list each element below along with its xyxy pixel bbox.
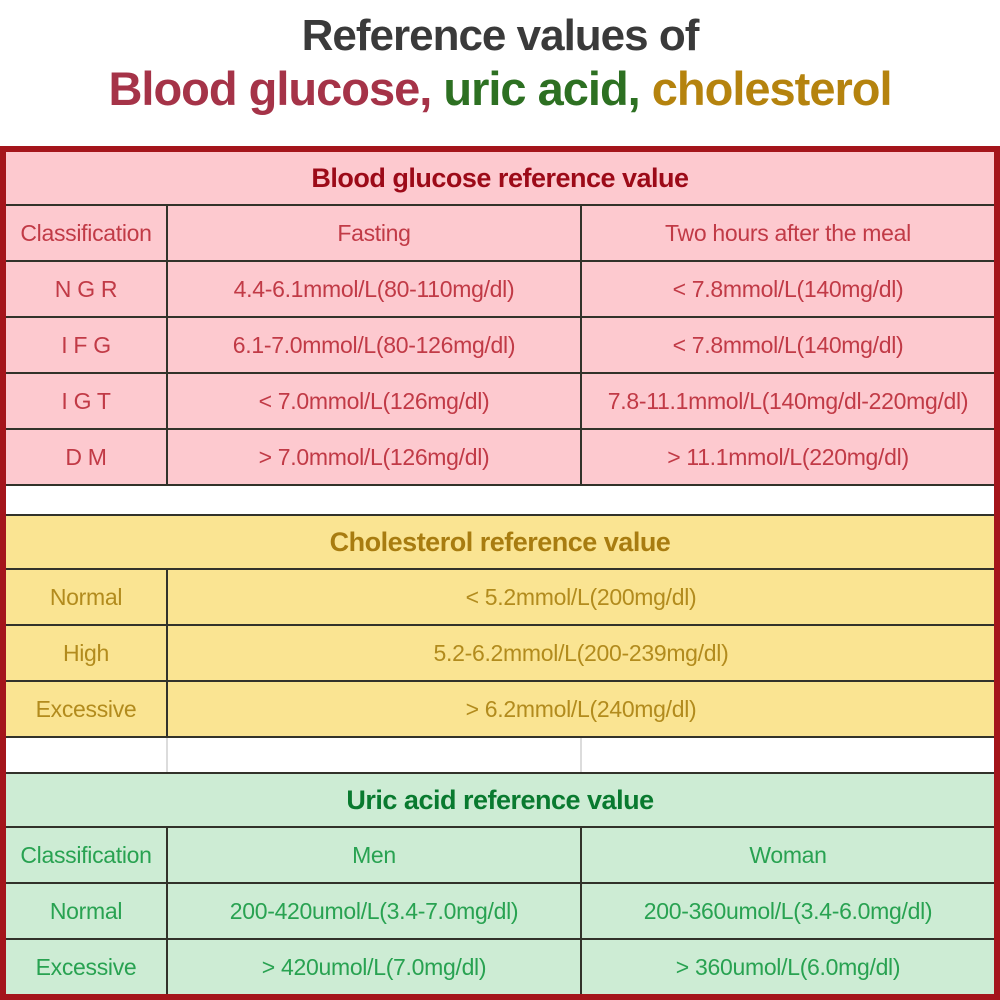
cell-chol-high-value: 5.2-6.2mmol/L(200-239mg/dl) <box>166 626 994 682</box>
subtitle-blood-glucose: Blood glucose, <box>108 62 432 116</box>
cell-uric-excessive-men: > 420umol/L(7.0mg/dl) <box>166 940 580 994</box>
cholesterol-table: Cholesterol reference value Normal < 5.2… <box>6 516 994 738</box>
table-row-uric-normal: Normal 200-420umol/L(3.4-7.0mg/dl) 200-3… <box>6 884 994 940</box>
cell-ngr-label: N G R <box>6 262 166 318</box>
table-row-ifg: I F G 6.1-7.0mmol/L(80-126mg/dl) < 7.8mm… <box>6 318 994 374</box>
header-fasting: Fasting <box>166 206 580 262</box>
table-row-chol-excessive: Excessive > 6.2mmol/L(240mg/dl) <box>6 682 994 738</box>
cell-igt-fasting: < 7.0mmol/L(126mg/dl) <box>166 374 580 430</box>
cell-chol-excessive-value: > 6.2mmol/L(240mg/dl) <box>166 682 994 738</box>
table-row-dm: D M > 7.0mmol/L(126mg/dl) > 11.1mmol/L(2… <box>6 430 994 486</box>
subtitle-cholesterol: cholesterol <box>639 62 893 116</box>
blood-glucose-header-row: Classification Fasting Two hours after t… <box>6 206 994 262</box>
table-row-ngr: N G R 4.4-6.1mmol/L(80-110mg/dl) < 7.8mm… <box>6 262 994 318</box>
table-row-chol-high: High 5.2-6.2mmol/L(200-239mg/dl) <box>6 626 994 682</box>
spacer-row <box>6 738 994 774</box>
header-men: Men <box>166 828 580 884</box>
cell-igt-label: I G T <box>6 374 166 430</box>
page-subtitle: Blood glucose, uric acid, cholesterol <box>0 62 1000 116</box>
reference-tables-board: Blood glucose reference value Classifica… <box>0 146 1000 1000</box>
cell-igt-after-meal: 7.8-11.1mmol/L(140mg/dl-220mg/dl) <box>580 374 994 430</box>
cell-dm-fasting: > 7.0mmol/L(126mg/dl) <box>166 430 580 486</box>
page-header: Reference values of Blood glucose, uric … <box>0 0 1000 146</box>
cell-chol-normal-value: < 5.2mmol/L(200mg/dl) <box>166 570 994 626</box>
cell-uric-excessive-label: Excessive <box>35 953 137 980</box>
header-classification: Classification <box>6 206 166 262</box>
cell-ifg-fasting: 6.1-7.0mmol/L(80-126mg/dl) <box>166 318 580 374</box>
cell-dm-label: D M <box>6 430 166 486</box>
cell-ifg-label: I F G <box>6 318 166 374</box>
cell-uric-excessive-woman: > 360umol/L(6.0mg/dl) <box>580 940 994 994</box>
spacer-row <box>6 486 994 516</box>
subtitle-uric-acid: uric acid, <box>431 62 640 116</box>
uric-acid-table-title: Uric acid reference value <box>6 774 994 828</box>
cell-uric-normal-men: 200-420umol/L(3.4-7.0mg/dl) <box>166 884 580 940</box>
header-two-hours-after-meal: Two hours after the meal <box>580 206 994 262</box>
table-row-uric-excessive: Excessive > 420umol/L(7.0mg/dl) > 360umo… <box>6 940 994 994</box>
header-classification: Classification <box>6 828 166 884</box>
cell-uric-normal-label: Normal <box>6 884 166 940</box>
cell-ifg-after-meal: < 7.8mmol/L(140mg/dl) <box>580 318 994 374</box>
cell-uric-normal-woman: 200-360umol/L(3.4-6.0mg/dl) <box>580 884 994 940</box>
uric-acid-header-row: Classification Men Woman <box>6 828 994 884</box>
blood-glucose-table: Blood glucose reference value Classifica… <box>6 152 994 486</box>
table-row-chol-normal: Normal < 5.2mmol/L(200mg/dl) <box>6 570 994 626</box>
table-row-igt: I G T < 7.0mmol/L(126mg/dl) 7.8-11.1mmol… <box>6 374 994 430</box>
header-woman: Woman <box>580 828 994 884</box>
cholesterol-table-title: Cholesterol reference value <box>6 516 994 570</box>
cell-chol-high-label: High <box>6 626 166 682</box>
cell-ngr-fasting: 4.4-6.1mmol/L(80-110mg/dl) <box>166 262 580 318</box>
cell-dm-after-meal: > 11.1mmol/L(220mg/dl) <box>580 430 994 486</box>
cell-chol-excessive-label: Excessive <box>6 682 166 738</box>
blood-glucose-table-title: Blood glucose reference value <box>6 152 994 206</box>
uric-acid-table: Uric acid reference value Classification… <box>6 774 994 994</box>
cell-chol-normal-label: Normal <box>6 570 166 626</box>
cell-ngr-after-meal: < 7.8mmol/L(140mg/dl) <box>580 262 994 318</box>
page-title: Reference values of <box>301 11 700 60</box>
